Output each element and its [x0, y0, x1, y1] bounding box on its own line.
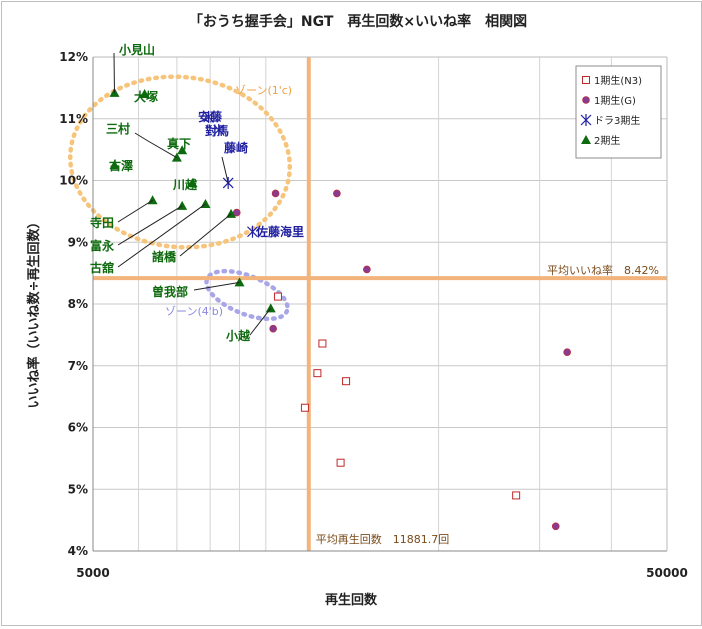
point-label: 小見山: [119, 42, 155, 57]
legend-marker: [583, 77, 590, 84]
average-like-rate-label: 平均いいね率 8.42%: [547, 263, 659, 277]
legend-label: 2期生: [594, 134, 620, 147]
y-tick-label: 11%: [59, 112, 88, 126]
y-tick-label: 12%: [59, 50, 88, 64]
point-label: 對馬: [205, 123, 229, 138]
point-label: 諸橋: [152, 249, 177, 264]
data-point: [314, 370, 321, 377]
y-tick-label: 6%: [68, 421, 88, 435]
point-label: 古澤: [109, 158, 133, 173]
point-label: 寺田: [90, 215, 114, 230]
x-tick-label: 50000: [646, 566, 688, 580]
data-point: [272, 190, 279, 197]
point-label: 佐藤海里: [255, 224, 304, 239]
data-point: [270, 325, 277, 332]
legend-label: 1期生(G): [594, 94, 636, 107]
point-label: 古舘: [90, 260, 114, 275]
point-label: 川越: [172, 177, 198, 192]
point-label: 安藤: [198, 109, 223, 124]
point-label: 藤崎: [223, 140, 248, 155]
data-point: [301, 404, 308, 411]
zone-1c-label: ゾーン(1'c): [235, 84, 292, 97]
data-point: [343, 378, 350, 385]
data-point: [564, 349, 571, 356]
point-label: 大塚: [134, 89, 158, 104]
zone-4b-label: ゾーン(4'b): [165, 305, 223, 318]
data-point: [513, 492, 520, 499]
data-point: [333, 190, 340, 197]
chart-title: 「おうち握手会」NGT 再生回数×いいね率 相関図: [189, 13, 527, 30]
legend-marker: [583, 97, 590, 104]
y-tick-label: 10%: [59, 174, 88, 188]
data-point: [319, 340, 326, 347]
average-play-count-label: 平均再生回数 11881.7回: [316, 532, 450, 546]
point-label: 富永: [90, 238, 114, 253]
x-axis-label: 再生回数: [325, 592, 378, 608]
legend: 1期生(N3) 1期生(G) ドラ3期生 2期生: [576, 66, 661, 158]
data-point: [337, 459, 344, 466]
x-tick-label: 5000: [76, 566, 109, 580]
legend-label: 1期生(N3): [594, 74, 642, 87]
y-tick-label: 8%: [68, 297, 88, 311]
y-axis-label: いいね率（いいね数÷再生回数）: [26, 216, 42, 409]
y-tick-label: 9%: [68, 235, 88, 249]
point-label: 小越: [226, 328, 251, 343]
point-label: 真下: [167, 136, 191, 151]
data-point: [552, 523, 559, 530]
legend-label: ドラ3期生: [594, 114, 640, 127]
y-tick-label: 7%: [68, 359, 88, 373]
point-label: 三村: [106, 121, 130, 136]
point-label: 曽我部: [152, 284, 188, 299]
y-tick-label: 4%: [68, 544, 88, 558]
data-point: [274, 293, 281, 300]
data-point: [363, 266, 370, 273]
y-tick-label: 5%: [68, 482, 88, 496]
